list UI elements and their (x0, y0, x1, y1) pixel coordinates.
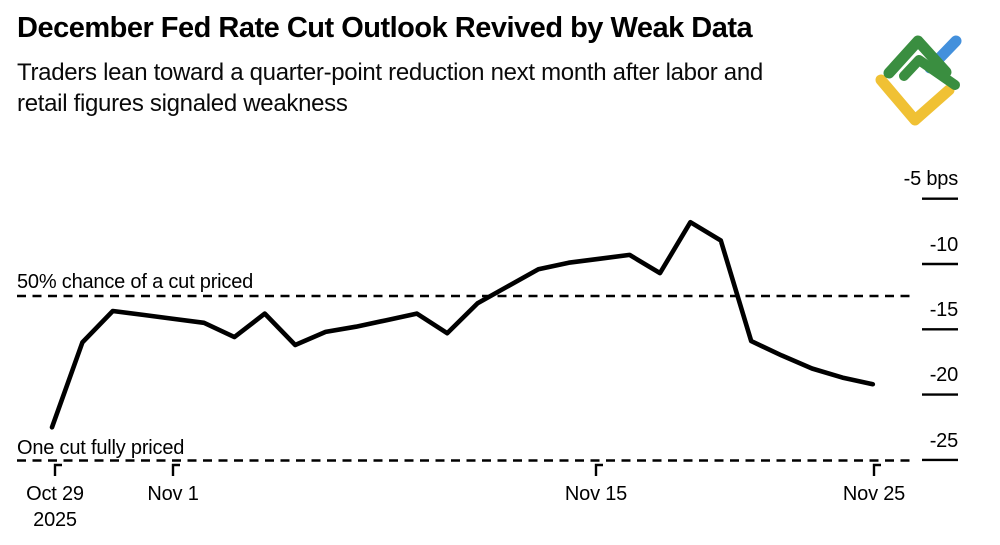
chart-subtitle-line2: retail figures signaled weakness (17, 90, 348, 117)
x-tick-sublabel-2025: 2025 (33, 509, 77, 531)
litefinance-logo (875, 35, 962, 126)
logo-green-inner-stroke (899, 55, 960, 90)
chart-title: December Fed Rate Cut Outlook Revived by… (17, 12, 753, 44)
x-tick-label-oct29: Oct 29 2025 (0, 481, 115, 533)
x-axis-tick-marks (53, 463, 881, 476)
x-tick-label-nov1: Nov 1 (147, 483, 199, 505)
x-tick-mark (53, 463, 62, 476)
y-tick-label-25: -25 (929, 430, 959, 452)
rate-series-line (49, 219, 876, 430)
chart-subtitle: Traders lean toward a quarter-point redu… (17, 57, 763, 119)
logo-green-outer-stroke (883, 35, 952, 79)
y-tick-label-5bps: -5 bps (903, 168, 959, 190)
annotation-fifty-percent: 50% chance of a cut priced (17, 271, 254, 293)
x-tick-label-nov15: Nov 15 (564, 483, 628, 505)
y-axis-tick-marks (922, 197, 958, 462)
annotation-one-cut: One cut fully priced (17, 437, 185, 459)
chart-subtitle-line1: Traders lean toward a quarter-point redu… (17, 59, 763, 86)
y-tick-label-20: -20 (929, 364, 959, 386)
logo-yellow-check (875, 74, 955, 126)
x-tick-label-nov25: Nov 25 (842, 483, 906, 505)
x-tick-mark (872, 463, 881, 476)
x-tick-mark (171, 463, 180, 476)
x-tick-mark (594, 463, 603, 476)
y-tick-label-15: -15 (929, 299, 959, 321)
y-tick-label-10: -10 (929, 234, 959, 256)
